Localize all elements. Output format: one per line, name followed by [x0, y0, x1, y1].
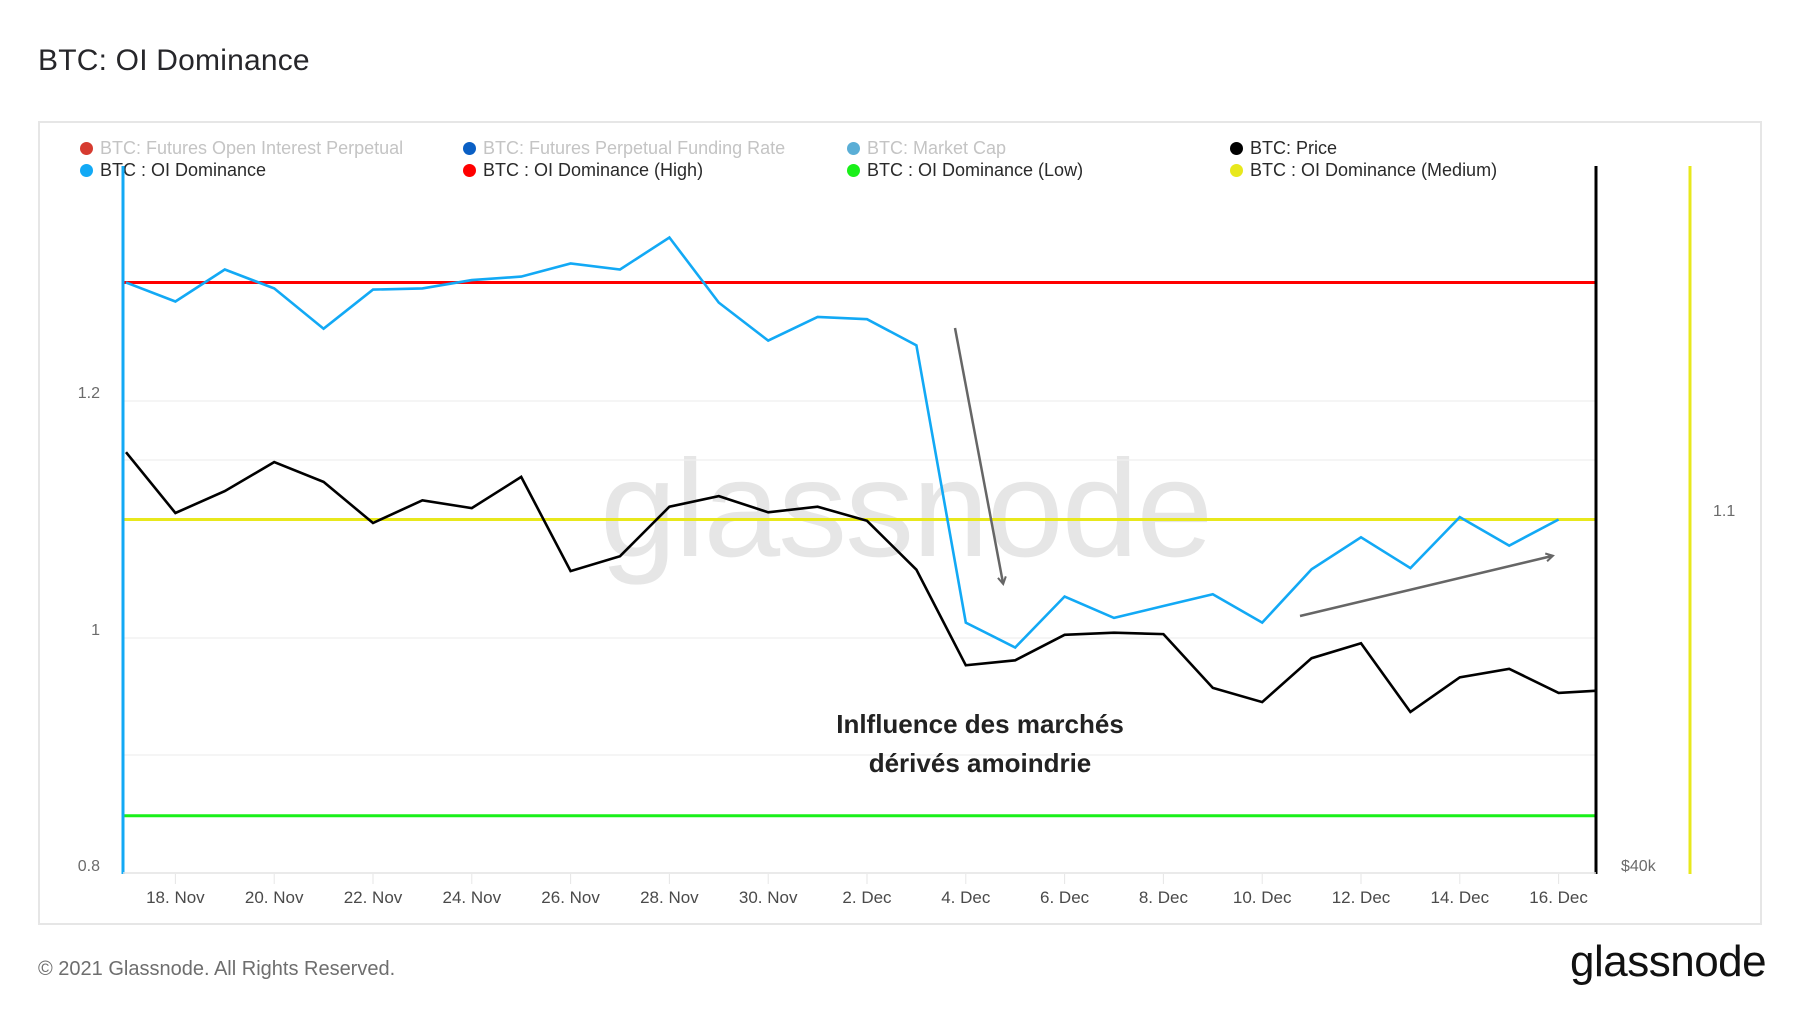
x-tick-label: 24. Nov [443, 888, 502, 907]
glassnode-logo[interactable]: glassnode [1570, 937, 1767, 986]
annotation-line-2: dérivés amoindrie [868, 748, 1092, 778]
x-tick-label: 18. Nov [146, 888, 205, 907]
legend-label: BTC: Price [1250, 138, 1338, 158]
x-tick-label: 8. Dec [1139, 888, 1189, 907]
legend-dot-icon [463, 142, 476, 155]
legend-dot-icon [80, 164, 93, 177]
x-tick-label: 12. Dec [1332, 888, 1391, 907]
page-title: BTC: OI Dominance [38, 44, 310, 77]
legend-item-futures-open-interest[interactable]: BTC: Futures Open Interest Perpetual [80, 138, 403, 159]
legend-label: BTC : OI Dominance [100, 160, 267, 180]
legend-dot-icon [1230, 142, 1243, 155]
legend-label: BTC: Futures Perpetual Funding Rate [483, 138, 786, 158]
legend-item-funding-rate[interactable]: BTC: Futures Perpetual Funding Rate [463, 138, 785, 159]
price-series-line[interactable] [124, 451, 1596, 714]
x-tick-label: 10. Dec [1233, 888, 1292, 907]
x-tick-label: 14. Dec [1431, 888, 1490, 907]
legend-dot-icon [80, 142, 93, 155]
annotation-arrow-up [1299, 556, 1552, 618]
y-tick-1: 1 [91, 622, 100, 639]
oi-dominance-series-line[interactable] [125, 235, 1560, 650]
medium-axis-tick: 1.1 [1713, 503, 1735, 520]
legend-item-oi-dominance-low[interactable]: BTC : OI Dominance (Low) [847, 160, 1083, 181]
x-tick-label: 22. Nov [344, 888, 403, 907]
legend-label: BTC: Market Cap [867, 138, 1007, 158]
x-tick-label: 2. Dec [842, 888, 892, 907]
legend-item-oi-dominance-high[interactable]: BTC : OI Dominance (High) [463, 160, 703, 181]
legend-dot-icon [847, 164, 860, 177]
gridlines [124, 400, 1595, 756]
annotation-text: Inlfluence des marchés dérivés amoindrie [780, 705, 1180, 783]
x-axis-ticks: 18. Nov 20. Nov 22. Nov 24. Nov 26. Nov 28. N… [146, 874, 1588, 907]
annotation-line-1: Inlfluence des marchés [836, 709, 1124, 739]
legend-dot-icon [1230, 164, 1243, 177]
legend-item-oi-dominance-medium[interactable]: BTC : OI Dominance (Medium) [1230, 160, 1497, 181]
legend-item-market-cap[interactable]: BTC: Market Cap [847, 138, 1006, 159]
legend-label: BTC: Futures Open Interest Perpetual [100, 138, 404, 158]
legend-label: BTC : OI Dominance (Low) [867, 160, 1084, 180]
x-tick-label: 16. Dec [1529, 888, 1588, 907]
legend-label: BTC : OI Dominance (Medium) [1250, 160, 1498, 180]
legend-dot-icon [463, 164, 476, 177]
x-tick-label: 26. Nov [541, 888, 600, 907]
x-tick-label: 28. Nov [640, 888, 699, 907]
price-axis-tick: $40k [1621, 858, 1657, 875]
x-tick-label: 4. Dec [941, 888, 991, 907]
footer-copyright: © 2021 Glassnode. All Rights Reserved. [38, 958, 396, 980]
y-tick-1-2: 1.2 [78, 385, 100, 402]
legend-item-oi-dominance[interactable]: BTC : OI Dominance [80, 160, 266, 181]
annotation-arrow-down [953, 327, 1003, 583]
chart-card [38, 121, 1762, 925]
legend-item-price[interactable]: BTC: Price [1230, 138, 1337, 159]
y-tick-0-8: 0.8 [78, 858, 100, 875]
x-tick-label: 30. Nov [739, 888, 798, 907]
x-tick-label: 20. Nov [245, 888, 304, 907]
legend-label: BTC : OI Dominance (High) [483, 160, 704, 180]
legend-dot-icon [847, 142, 860, 155]
x-tick-label: 6. Dec [1040, 888, 1090, 907]
